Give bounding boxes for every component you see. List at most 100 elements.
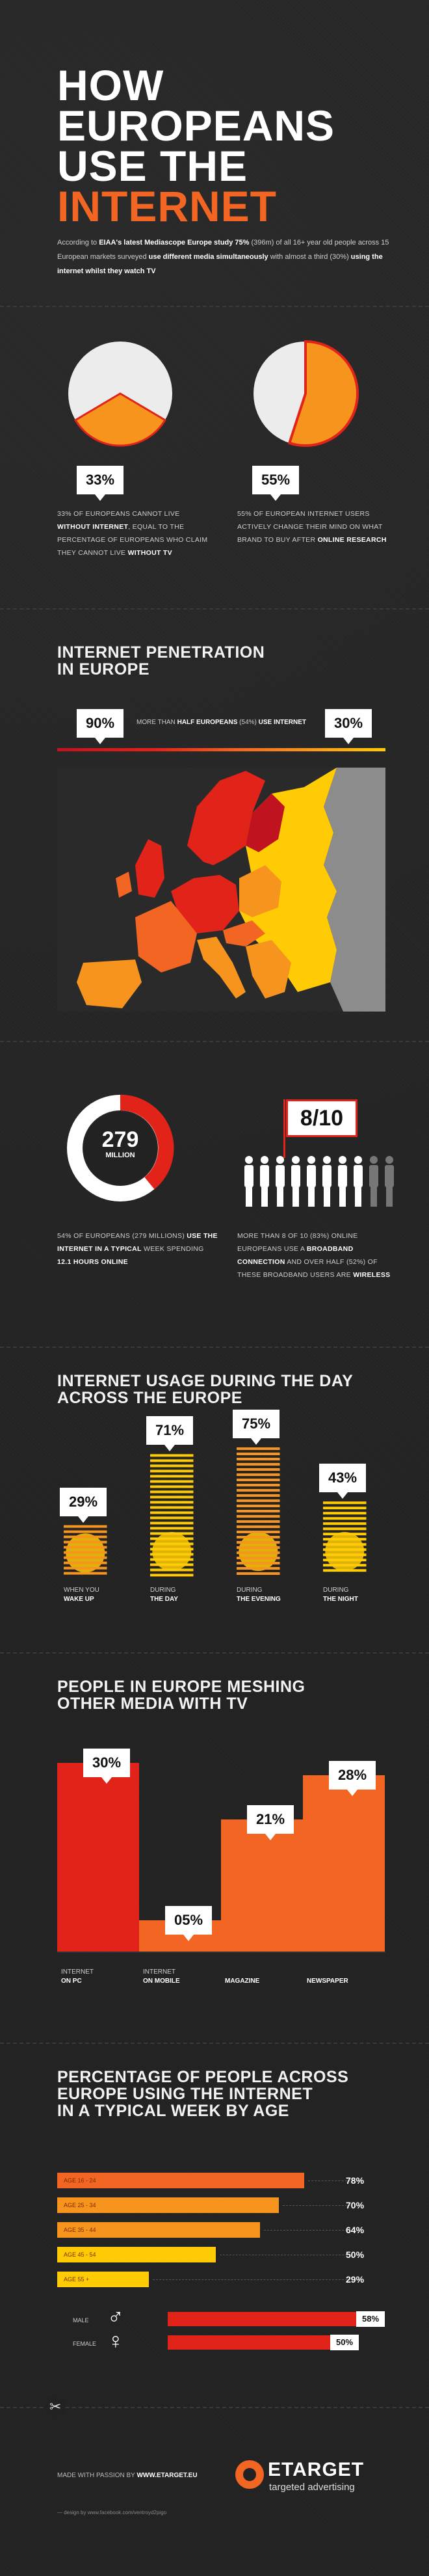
person-icon [307, 1156, 316, 1207]
etarget-logo-icon [235, 2460, 264, 2489]
map-region-germany [171, 875, 239, 933]
person-icon [260, 1156, 269, 1207]
stat-text-internet: 33% OF EUROPEANS CANNOT LIVE WITHOUT INT… [57, 510, 208, 557]
pie-slice-55 [287, 340, 359, 447]
daytime-bar-stripe [150, 1574, 194, 1577]
map-region-balkans [246, 940, 291, 999]
donut-value: 279 [101, 1127, 139, 1152]
daytime-bar-stripe [150, 1568, 194, 1572]
title-line-1: HOW [57, 61, 164, 109]
daytime-bar-stripe [64, 1535, 107, 1538]
daytime-label: WHEN YOU WAKE UP [64, 1587, 99, 1603]
daytime-bar-stripe [237, 1453, 280, 1455]
etarget-link[interactable]: WWW.ETARGET.EU [136, 2472, 198, 2479]
age-value: 70% [346, 2200, 365, 2210]
daytime-bar-stripe [237, 1458, 280, 1460]
ratio-sign: 8/10 [286, 1099, 358, 1137]
daytime-bar-stripe [150, 1454, 194, 1457]
age-leader-line [263, 2230, 350, 2231]
daytime-bar-stripe [237, 1520, 280, 1523]
map-region-italy [197, 937, 246, 999]
female-bar [168, 2335, 330, 2350]
daytime-bar-stripe [237, 1489, 280, 1492]
daytime-bar-stripe [237, 1499, 280, 1502]
sun-icon [152, 1532, 192, 1571]
daytime-bar-stripe [237, 1447, 280, 1450]
daytime-bar-stripe [150, 1558, 194, 1561]
daytime-bar-stripe [237, 1541, 280, 1544]
map-region-central [223, 920, 265, 946]
daytime-bar-stripe [323, 1564, 367, 1567]
age-leader-line [153, 2279, 350, 2280]
donut-unit: MILLION [105, 1151, 135, 1159]
daytime-bar-stripe [323, 1507, 367, 1510]
daytime-bar-stripe [64, 1546, 107, 1549]
divider [0, 1652, 429, 1654]
age-label: AGE 16 - 24 [64, 2177, 96, 2184]
daytime-value: 43% [319, 1464, 366, 1499]
daytime-bar-stripe [150, 1548, 194, 1551]
daytime-bar-stripe [323, 1533, 367, 1536]
daytime-bar-stripe [237, 1494, 280, 1497]
daytime-bar-stripe [150, 1532, 194, 1535]
daytime-chart [64, 1447, 367, 1577]
female-label: FEMALE [73, 2341, 97, 2347]
mesh-label: NEWSPAPER [307, 1978, 348, 1985]
male-value: 58% [356, 2311, 385, 2327]
daytime-bar-stripe [64, 1566, 107, 1570]
age-value: 50% [346, 2249, 365, 2260]
daytime-bar-stripe [64, 1551, 107, 1554]
daytime-value: 75% [233, 1410, 280, 1445]
europe-map [57, 768, 385, 1012]
daytime-bar-stripe [150, 1537, 194, 1540]
daytime-bar-stripe [150, 1459, 194, 1462]
penetration-scale [57, 748, 385, 751]
male-bar [168, 2312, 356, 2326]
daytime-bar-stripe [64, 1556, 107, 1559]
daytime-bar-stripe [64, 1530, 107, 1533]
brand-name: ETARGET [268, 2459, 365, 2480]
daytime-bar-stripe [150, 1475, 194, 1478]
divider [0, 1347, 429, 1348]
badge-33: 33% [77, 466, 124, 501]
mesh-value: 21% [247, 1805, 294, 1840]
daytime-bar-stripe [237, 1567, 280, 1570]
person-icon [322, 1156, 332, 1207]
mesh-baseline [57, 1952, 385, 1953]
badge-55: 55% [252, 466, 299, 501]
daytime-bar-stripe [150, 1511, 194, 1514]
daytime-bar-stripe [64, 1540, 107, 1544]
daytime-bar-stripe [323, 1548, 367, 1551]
map-region-east [324, 768, 385, 1012]
person-icon [276, 1156, 285, 1207]
age-value: 29% [346, 2274, 365, 2285]
stat-text-brand: 55% OF EUROPEAN INTERNET USERS ACTIVELY … [237, 510, 387, 544]
male-icon: ♂ [107, 2305, 124, 2329]
age-value: 64% [346, 2225, 365, 2235]
female-value: 50% [330, 2335, 359, 2350]
pie-cannot-live-without-internet [68, 342, 172, 447]
divider [0, 1041, 429, 1042]
mesh-value: 05% [165, 1905, 212, 1941]
age-label: AGE 35 - 44 [64, 2227, 96, 2233]
daytime-bar-stripe [323, 1512, 367, 1515]
divider [0, 608, 429, 610]
design-credit: — design by www.facebook.com/ventroyd2pi… [57, 2510, 167, 2516]
daytime-bar-stripe [64, 1525, 107, 1528]
ratio-value: 8/10 [300, 1106, 344, 1131]
daytime-bar-stripe [323, 1527, 367, 1531]
daytime-label: DURING THE DAY [150, 1587, 178, 1603]
penetration-title: INTERNET PENETRATION IN EUROPE [57, 643, 265, 678]
daytime-bar-stripe [323, 1543, 367, 1546]
daytime-bar-stripe [323, 1538, 367, 1541]
daytime-bar-stripe [150, 1485, 194, 1488]
map-region-france [135, 901, 197, 973]
daytime-bar-stripe [237, 1505, 280, 1507]
daytime-bar-stripe [323, 1559, 367, 1562]
map-region-scandinavia [187, 771, 265, 865]
made-with-passion: MADE WITH PASSION BY WWW.ETARGET.EU [57, 2472, 198, 2479]
ratio-sign-pole [283, 1099, 285, 1158]
map-region-iberia [77, 959, 142, 1008]
penetration-legend-text: MORE THAN HALF EUROPEANS (54%) USE INTER… [136, 719, 306, 726]
daytime-bar-stripe [323, 1517, 367, 1520]
